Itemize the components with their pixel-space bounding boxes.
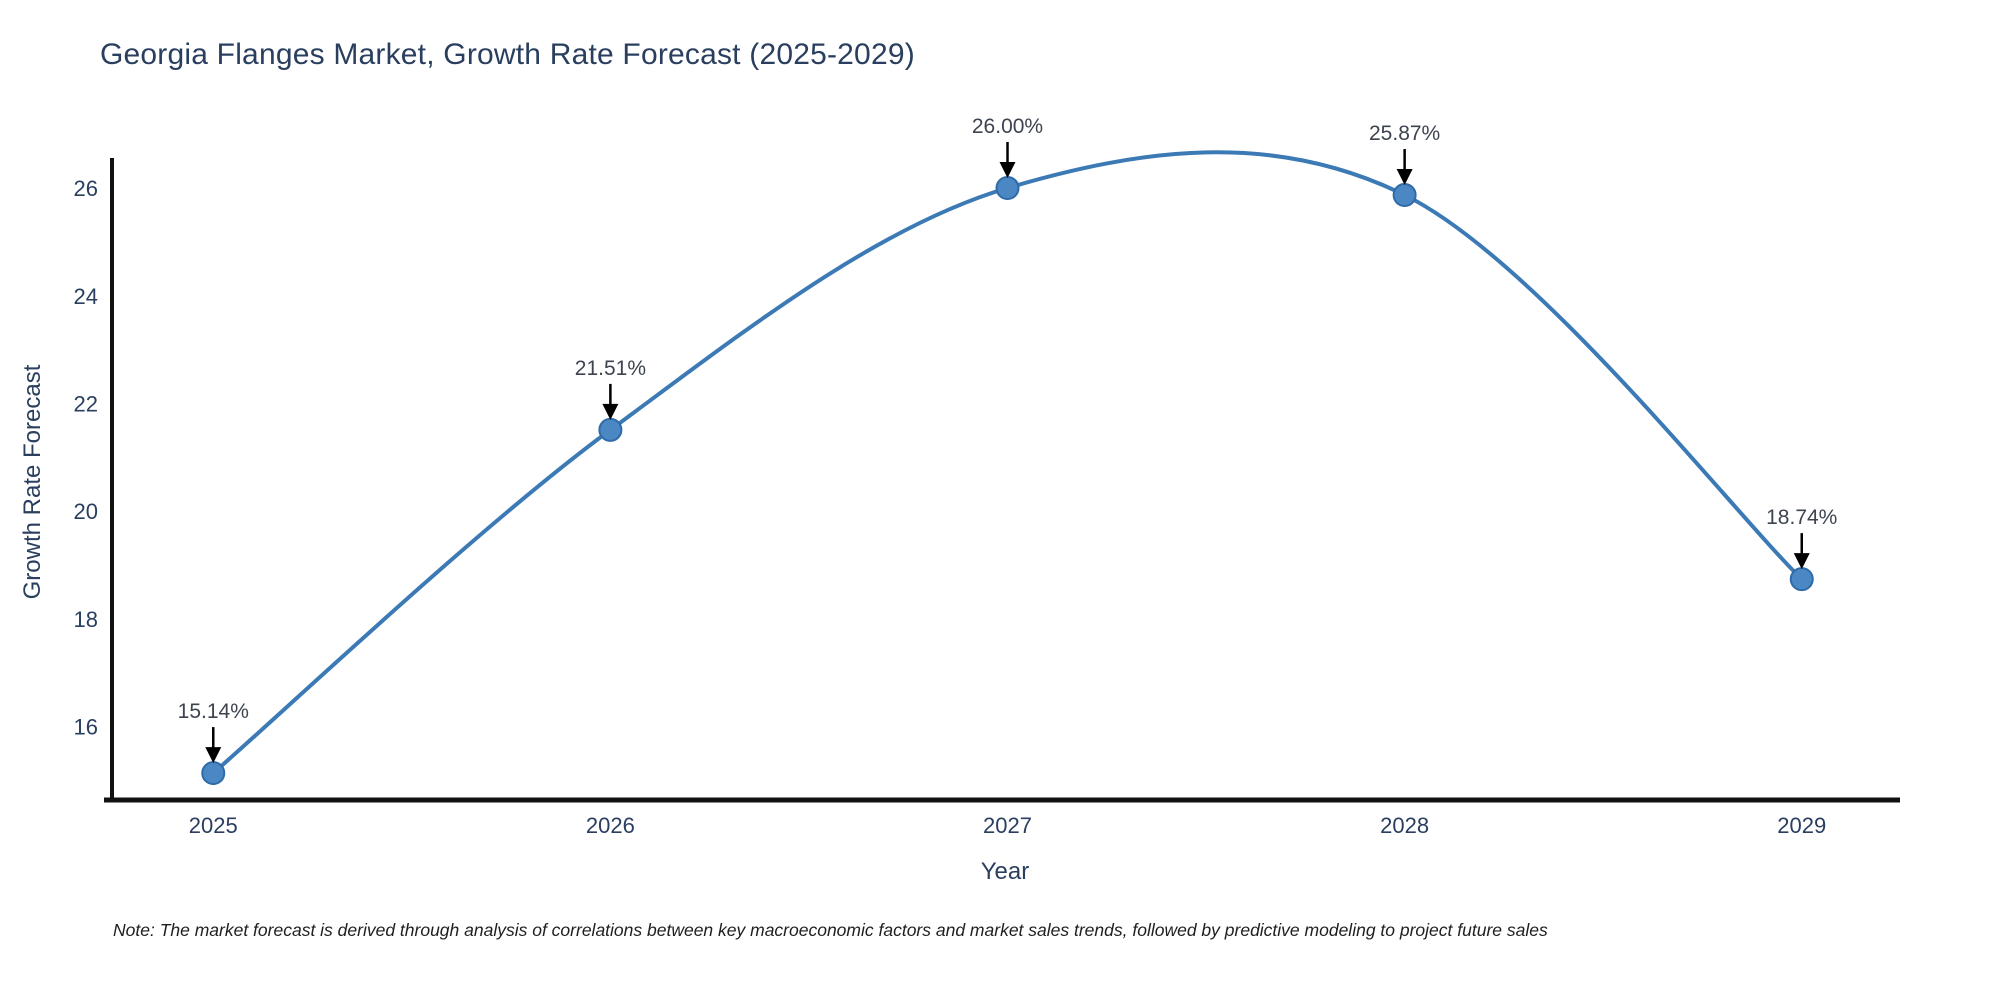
y-tick-label: 24 xyxy=(74,284,98,309)
y-tick-label: 22 xyxy=(74,392,98,417)
data-point-marker xyxy=(1789,567,1814,592)
y-tick-label: 18 xyxy=(74,607,98,632)
y-axis-title: Growth Rate Forecast xyxy=(19,364,46,600)
chart-title: Georgia Flanges Market, Growth Rate Fore… xyxy=(100,38,915,71)
x-axis-title: Year xyxy=(980,858,1030,885)
y-tick-label: 16 xyxy=(74,715,98,740)
y-axis-ticks: 16 18 20 22 24 26 xyxy=(74,176,98,740)
data-point-marker xyxy=(995,176,1020,201)
forecast-line xyxy=(211,150,1804,776)
x-tick-label: 2028 xyxy=(1380,813,1429,838)
data-point-marker xyxy=(598,417,623,442)
x-tick-label: 2027 xyxy=(983,813,1032,838)
x-tick-label: 2029 xyxy=(1777,813,1826,838)
annotation-label: 26.00% xyxy=(972,115,1043,138)
x-tick-label: 2026 xyxy=(586,813,635,838)
annotation-arrowhead-icon xyxy=(999,162,1016,179)
annotation-label: 21.51% xyxy=(575,357,646,380)
annotation-arrowhead-icon xyxy=(1793,553,1810,570)
y-tick-label: 20 xyxy=(74,499,98,524)
point-annotations: 15.14% 21.51% 26.00% 25.87% 18.74% xyxy=(178,115,1837,764)
data-point-marker xyxy=(1392,183,1417,208)
data-point-marker xyxy=(201,761,226,786)
annotation-arrowhead-icon xyxy=(602,403,619,420)
annotation-label: 15.14% xyxy=(178,700,249,723)
annotation-arrowhead-icon xyxy=(1396,169,1413,186)
annotation-label: 25.87% xyxy=(1369,122,1440,145)
forecast-line-series xyxy=(201,150,1814,786)
x-axis-ticks: 2025 2026 2027 2028 2029 xyxy=(189,813,1826,838)
x-tick-label: 2025 xyxy=(189,813,238,838)
annotation-label: 18.74% xyxy=(1766,506,1837,529)
footnote: Note: The market forecast is derived thr… xyxy=(113,920,1548,940)
y-tick-label: 26 xyxy=(74,176,98,201)
annotation-arrowhead-icon xyxy=(205,747,222,764)
